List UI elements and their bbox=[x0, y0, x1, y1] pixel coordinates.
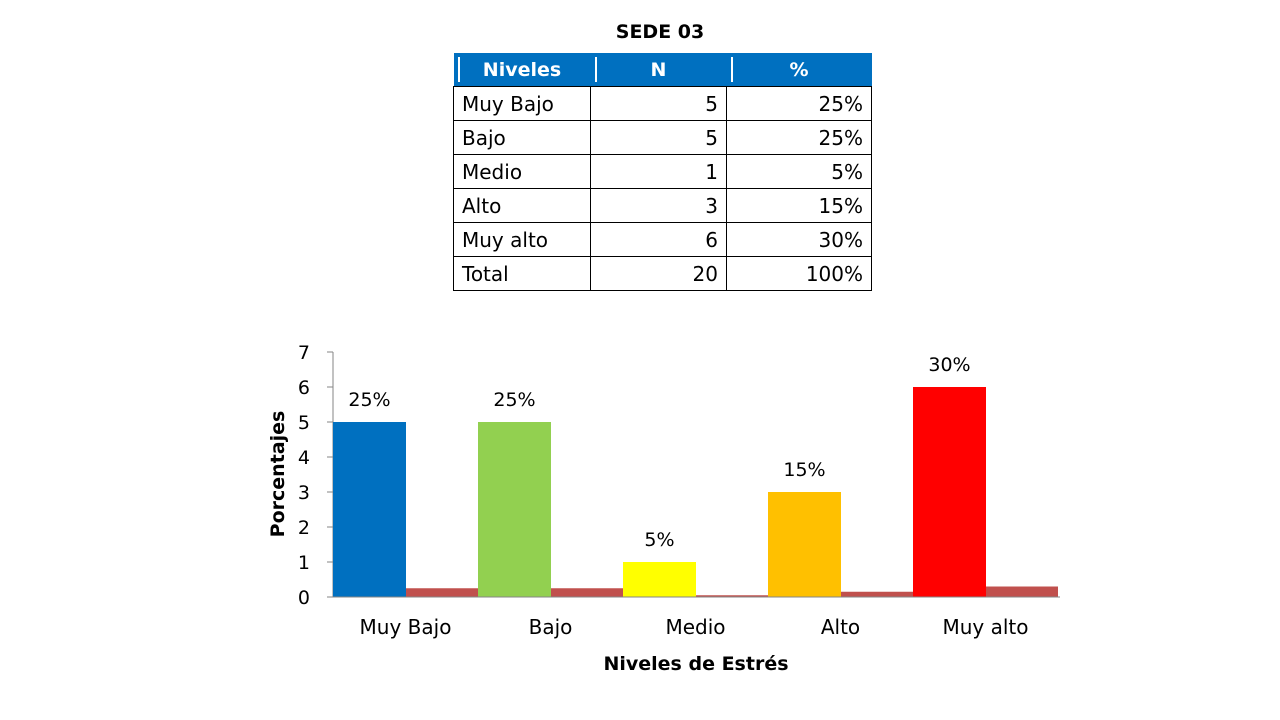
page-title: SEDE 03 bbox=[615, 21, 705, 43]
secondary-bar bbox=[406, 588, 478, 597]
count-cell: 5 bbox=[590, 120, 727, 155]
data-label: 30% bbox=[928, 354, 970, 376]
bar-muy-alto bbox=[913, 387, 986, 597]
x-tick-label: Bajo bbox=[529, 615, 573, 639]
count-cell: 3 bbox=[590, 188, 727, 223]
y-tick-label: 7 bbox=[298, 342, 310, 364]
secondary-bar bbox=[986, 586, 1058, 597]
x-tick-label: Alto bbox=[821, 615, 860, 639]
data-label: 25% bbox=[348, 389, 390, 411]
total-percent-cell: 100% bbox=[726, 256, 872, 291]
bar-bajo bbox=[478, 422, 551, 597]
y-tick-label: 5 bbox=[298, 412, 310, 434]
percent-cell: 15% bbox=[726, 188, 872, 223]
total-count-cell: 20 bbox=[590, 256, 727, 291]
header-cell-n: N bbox=[590, 53, 727, 87]
y-tick-label: 0 bbox=[298, 587, 310, 609]
level-cell: Alto bbox=[453, 188, 591, 223]
bar-medio bbox=[623, 562, 696, 597]
data-label: 15% bbox=[783, 459, 825, 481]
secondary-bar bbox=[841, 591, 913, 597]
bar-muy-bajo bbox=[333, 422, 406, 597]
secondary-bar bbox=[551, 588, 623, 597]
table-row: Alto 3 15% bbox=[453, 188, 872, 223]
stats-table: Niveles N % Muy Bajo 5 25% Bajo 5 25% Me… bbox=[453, 53, 872, 291]
y-axis-title: Porcentajes bbox=[267, 411, 289, 538]
header-cell-niveles: Niveles bbox=[453, 53, 591, 87]
count-cell: 6 bbox=[590, 222, 727, 257]
table-header-row: Niveles N % bbox=[453, 53, 872, 87]
x-tick-label: Medio bbox=[665, 615, 725, 639]
table-row: Muy alto 6 30% bbox=[453, 222, 872, 257]
percent-cell: 25% bbox=[726, 86, 872, 121]
level-cell: Muy alto bbox=[453, 222, 591, 257]
y-tick-label: 3 bbox=[298, 482, 310, 504]
bar-alto bbox=[768, 492, 841, 597]
x-axis-title: Niveles de Estrés bbox=[603, 653, 788, 675]
y-tick-label: 6 bbox=[298, 377, 310, 399]
level-cell: Medio bbox=[453, 154, 591, 189]
y-tick-label: 4 bbox=[298, 447, 310, 469]
x-tick-label: Muy Bajo bbox=[360, 615, 452, 639]
percent-cell: 25% bbox=[726, 120, 872, 155]
y-tick-label: 2 bbox=[298, 517, 310, 539]
y-tick-label: 1 bbox=[298, 552, 310, 574]
table-row-total: Total 20 100% bbox=[453, 256, 872, 291]
total-label-cell: Total bbox=[453, 256, 591, 291]
data-label: 25% bbox=[493, 389, 535, 411]
data-label: 5% bbox=[644, 529, 674, 551]
x-tick-label: Muy alto bbox=[942, 615, 1028, 639]
secondary-bar bbox=[696, 595, 768, 597]
table-row: Medio 1 5% bbox=[453, 154, 872, 189]
header-cell-percent: % bbox=[726, 53, 872, 87]
table-row: Bajo 5 25% bbox=[453, 120, 872, 155]
